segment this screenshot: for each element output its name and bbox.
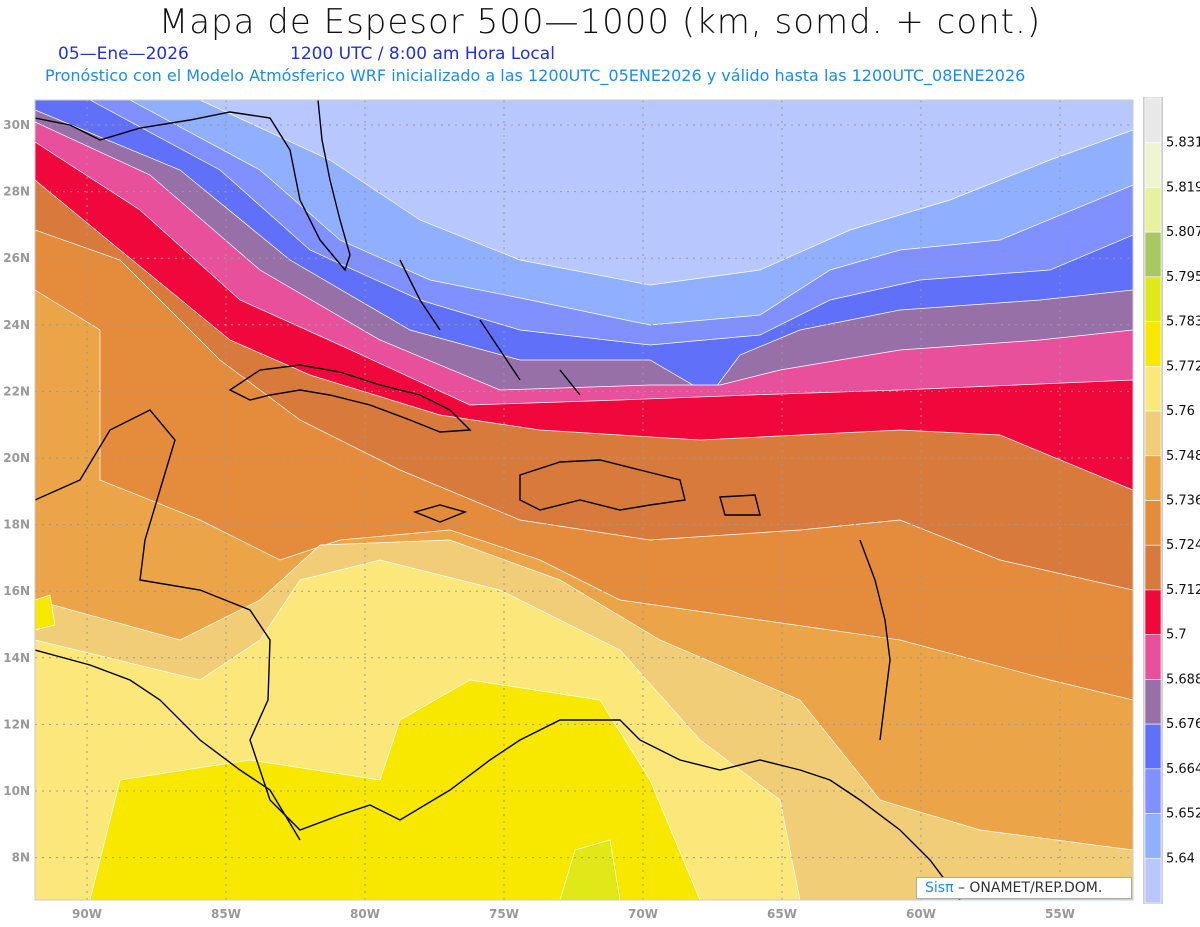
colorbar-label: 5.76 bbox=[1166, 404, 1195, 419]
colorbar-label: 5.652 bbox=[1166, 807, 1200, 822]
coastlines bbox=[35, 100, 961, 900]
longitude-labels: 90W 85W 80W 75W 70W 65W 60W 55W bbox=[72, 907, 1075, 921]
forecast-date: 05—Ene—2026 bbox=[58, 44, 189, 64]
latitude-labels: 30N 28N 26N 24N 22N 20N 18N 16N 14N 12N 10N 8N bbox=[3, 118, 30, 865]
lat-label: 20N bbox=[3, 451, 30, 465]
colorbar-swatch bbox=[1144, 142, 1162, 188]
band-5.795 bbox=[559, 839, 621, 900]
graticule bbox=[35, 100, 1133, 900]
lon-label: 55W bbox=[1045, 907, 1075, 921]
lat-label: 22N bbox=[3, 384, 30, 398]
credit-box: Sisπ – ONAMET/REP.DOM. bbox=[916, 877, 1132, 899]
colorbar-swatch bbox=[1144, 679, 1162, 725]
colorbar-swatch bbox=[1144, 455, 1162, 501]
colorbar-label: 5.712 bbox=[1166, 583, 1200, 598]
coast-cuba bbox=[228, 364, 472, 433]
map-frame bbox=[34, 99, 1134, 901]
coast-jamaica bbox=[412, 504, 468, 523]
coast-central-america bbox=[35, 409, 641, 831]
lon-label: 85W bbox=[211, 907, 241, 921]
coast-hispaniola bbox=[519, 459, 686, 511]
coast-pacific bbox=[35, 649, 301, 841]
lat-label: 28N bbox=[3, 185, 30, 199]
sispi-logo: Sisπ bbox=[925, 880, 954, 896]
colorbar-swatch bbox=[1144, 813, 1162, 859]
colorbar-swatch bbox=[1144, 231, 1162, 278]
colorbar-label: 5.64 bbox=[1166, 851, 1195, 866]
lat-label: 8N bbox=[12, 851, 30, 865]
coast-gulf-us bbox=[35, 100, 351, 272]
coast-lesser-antilles bbox=[859, 539, 891, 741]
colorbar-label: 5.676 bbox=[1166, 717, 1200, 732]
lon-label: 60W bbox=[906, 907, 936, 921]
lon-label: 75W bbox=[489, 907, 519, 921]
lon-label: 80W bbox=[350, 907, 380, 921]
lat-label: 24N bbox=[3, 318, 30, 332]
colorbar-label: 5.724 bbox=[1166, 538, 1200, 553]
colorbar-label: 5.736 bbox=[1166, 494, 1200, 509]
lon-label: 90W bbox=[72, 907, 102, 921]
colorbar-swatch bbox=[1144, 634, 1162, 680]
lat-label: 18N bbox=[3, 518, 30, 532]
colorbar-label: 5.795 bbox=[1166, 270, 1200, 285]
colorbar-label: 5.819 bbox=[1166, 180, 1200, 195]
lat-label: 30N bbox=[3, 118, 30, 132]
coast-puerto-rico bbox=[719, 494, 761, 516]
colorbar-swatch bbox=[1144, 187, 1162, 233]
colorbar-label: 5.831 bbox=[1166, 136, 1200, 151]
colorbar-swatch bbox=[1144, 410, 1162, 457]
colorbar-swatch bbox=[1144, 544, 1162, 591]
lat-label: 10N bbox=[3, 784, 30, 798]
colorbar-swatch bbox=[1144, 97, 1162, 144]
forecast-time: 1200 UTC / 8:00 am Hora Local bbox=[290, 44, 555, 64]
lat-label: 16N bbox=[3, 584, 30, 598]
credit-text: – ONAMET/REP.DOM. bbox=[957, 880, 1103, 896]
lat-label: 12N bbox=[3, 717, 30, 731]
lon-label: 70W bbox=[628, 907, 658, 921]
colorbar: 5.831 5.819 5.807 5.795 5.783 5.772 5.76 5.748 5… bbox=[1143, 97, 1200, 904]
map-title: Mapa de Espesor 500—1000 (km, somd. + co… bbox=[158, 2, 1042, 42]
coast-south-america bbox=[639, 739, 961, 900]
band-5.783 bbox=[89, 679, 701, 900]
colorbar-label: 5.772 bbox=[1166, 359, 1200, 374]
colorbar-swatch bbox=[1144, 768, 1162, 814]
colorbar-label: 5.748 bbox=[1166, 449, 1200, 464]
colorbar-label: 5.664 bbox=[1166, 762, 1200, 777]
thickness-bands bbox=[35, 100, 1133, 900]
forecast-subtitle: Pronóstico con el Modelo Atmósferico WRF… bbox=[45, 66, 1026, 85]
colorbar-label: 5.807 bbox=[1166, 225, 1200, 240]
colorbar-label: 5.783 bbox=[1166, 315, 1200, 330]
coast-bahamas bbox=[399, 259, 581, 396]
colorbar-swatch bbox=[1144, 723, 1162, 770]
colorbar-label: 5.688 bbox=[1166, 672, 1200, 687]
colorbar-swatch bbox=[1144, 589, 1162, 635]
colorbar-swatch bbox=[1144, 857, 1162, 904]
colorbar-swatch bbox=[1144, 366, 1162, 412]
band-5.783-west bbox=[35, 594, 56, 631]
colorbar-swatch bbox=[1144, 321, 1162, 367]
colorbar-swatch bbox=[1144, 276, 1162, 322]
lat-label: 26N bbox=[3, 251, 30, 265]
lat-label: 14N bbox=[3, 651, 30, 665]
colorbar-swatch bbox=[1144, 500, 1162, 546]
lon-label: 65W bbox=[767, 907, 797, 921]
colorbar-label: 5.7 bbox=[1166, 628, 1187, 643]
